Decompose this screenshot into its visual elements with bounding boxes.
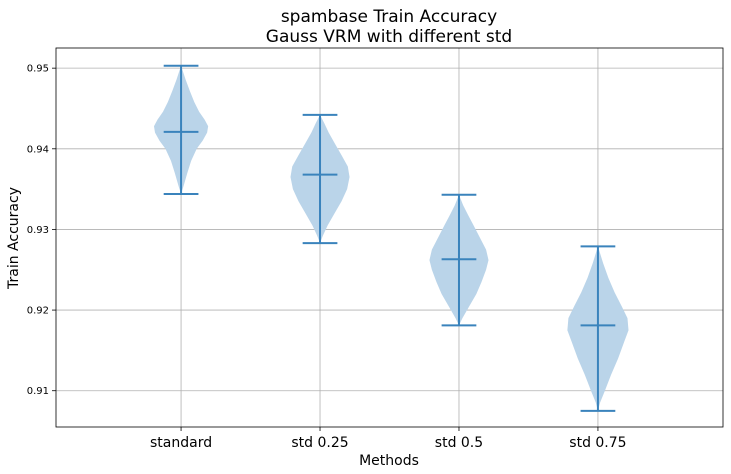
y-tick-label: 0.95 (27, 64, 49, 75)
y-tick-label: 0.94 (27, 144, 49, 155)
chart-title-line-1: spambase Train Accuracy (281, 7, 497, 27)
x-tick-label: std 0.5 (435, 435, 483, 451)
x-axis-label: Methods (359, 453, 419, 469)
y-tick-label: 0.91 (27, 386, 49, 397)
tick-labels: 0.91 0.92 0.93 0.94 0.95 standard std 0.25 std … (27, 64, 627, 451)
chart-title-line-2: Gauss VRM with different std (266, 27, 512, 47)
x-tick-label: std 0.25 (291, 435, 348, 451)
y-tick-label: 0.93 (27, 225, 49, 236)
plot-frame (55, 47, 724, 428)
y-tick-label: 0.92 (27, 306, 49, 317)
x-tick-label: std 0.75 (569, 435, 626, 451)
violins (153, 64, 629, 412)
y-axis-label: Train Accuracy (6, 187, 22, 290)
axes (52, 47, 724, 431)
x-tick-label: standard (150, 435, 212, 451)
